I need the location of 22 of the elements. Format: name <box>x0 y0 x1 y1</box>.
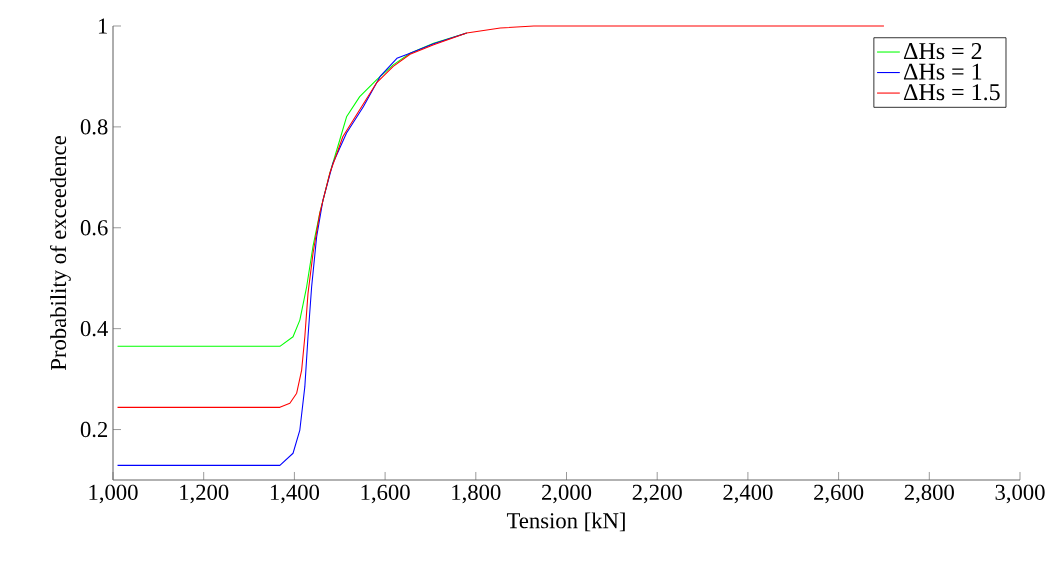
y-axis-title: Probability of exceedence <box>49 136 71 371</box>
y-tick-label: 0.6 <box>80 220 108 236</box>
legend-label: ΔHs = 1 <box>903 63 982 80</box>
x-tick-label: 3,000 <box>995 484 1045 504</box>
x-tick-label: 1,400 <box>270 484 320 504</box>
x-tick-label: 2,000 <box>542 484 592 504</box>
x-tick-label: 2,800 <box>904 484 954 504</box>
x-tick-label: 2,200 <box>632 484 682 504</box>
x-axis-title: Tension [kN] <box>506 512 625 532</box>
y-tick-label: 0.8 <box>80 119 108 135</box>
x-tick-label: 2,400 <box>723 484 773 504</box>
y-tick-label: 0.2 <box>80 421 108 438</box>
x-tick-label: 1,800 <box>452 484 501 504</box>
x-tick-label: 1,000 <box>89 484 138 504</box>
y-tick-label: 1 <box>98 18 107 34</box>
x-tick-label: 1,600 <box>361 484 410 504</box>
legend-label: ΔHs = 1.5 <box>903 84 1000 101</box>
x-tick-label: 1,200 <box>180 484 229 504</box>
y-tick-label: 0.4 <box>80 320 108 337</box>
line-series <box>117 25 885 408</box>
legend-label: ΔHs = 2 <box>903 43 982 60</box>
x-tick-label: 2,600 <box>814 484 864 504</box>
